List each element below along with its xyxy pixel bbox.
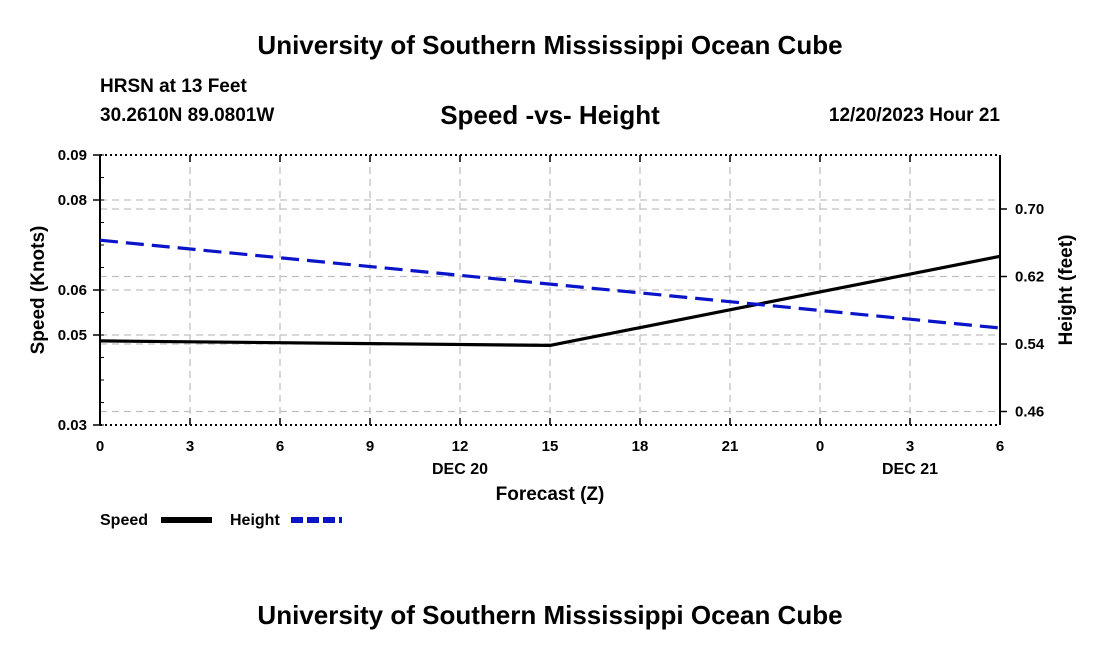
y-tick-label: 0.08 <box>58 192 87 209</box>
y-tick-label: 0.06 <box>58 282 87 299</box>
x-tick-label: 0 <box>816 438 824 455</box>
x-tick-label: 3 <box>906 438 914 455</box>
x-tick-label: 6 <box>276 438 284 455</box>
y2-tick-label: 0.70 <box>1015 201 1044 218</box>
x-axis-title: Forecast (Z) <box>496 484 605 505</box>
station-coords: 30.2610N 89.0801W <box>100 105 275 126</box>
station-name: HRSN at 13 Feet <box>100 76 247 97</box>
x-tick-label: 15 <box>542 438 559 455</box>
y2-axis-title: Height (feet) <box>1056 235 1077 346</box>
x-tick-label: 6 <box>996 438 1004 455</box>
y-tick-label: 0.09 <box>58 147 87 164</box>
x-date-label: DEC 20 <box>432 461 488 478</box>
series-lines <box>99 238 1001 347</box>
chart-datetime: 12/20/2023 Hour 21 <box>828 105 1000 126</box>
axis-ticks <box>93 154 1007 426</box>
page-title: University of Southern Mississippi Ocean… <box>257 30 843 60</box>
x-tick-label: 9 <box>366 438 374 455</box>
series-line-speed <box>99 254 1001 347</box>
legend-label-height: Height <box>230 512 280 529</box>
x-tick-label: 18 <box>632 438 649 455</box>
legend-label-speed: Speed <box>100 512 148 529</box>
footer-title: University of Southern Mississippi Ocean… <box>257 600 843 630</box>
grid-lines <box>100 155 1000 425</box>
x-tick-label: 21 <box>722 438 739 455</box>
x-tick-label: 12 <box>452 438 469 455</box>
axis-labels: 0 3 6 9 12 15 18 21 0 3 6 DEC 20 DEC 21 Forecast (Z) 0… <box>28 147 1077 505</box>
y-tick-label: 0.05 <box>58 327 87 344</box>
y-tick-label: 0.03 <box>58 417 87 434</box>
x-date-label: DEC 21 <box>882 461 938 478</box>
y2-tick-label: 0.46 <box>1015 404 1044 421</box>
x-tick-label: 3 <box>186 438 194 455</box>
y2-tick-label: 0.54 <box>1015 336 1045 353</box>
legend: Speed Height <box>100 512 342 529</box>
series-line-height <box>99 238 1001 330</box>
chart-subtitle: Speed -vs- Height <box>440 100 660 130</box>
y-axis-title: Speed (Knots) <box>28 226 49 355</box>
x-tick-label: 0 <box>96 438 104 455</box>
y2-tick-label: 0.62 <box>1015 269 1044 286</box>
